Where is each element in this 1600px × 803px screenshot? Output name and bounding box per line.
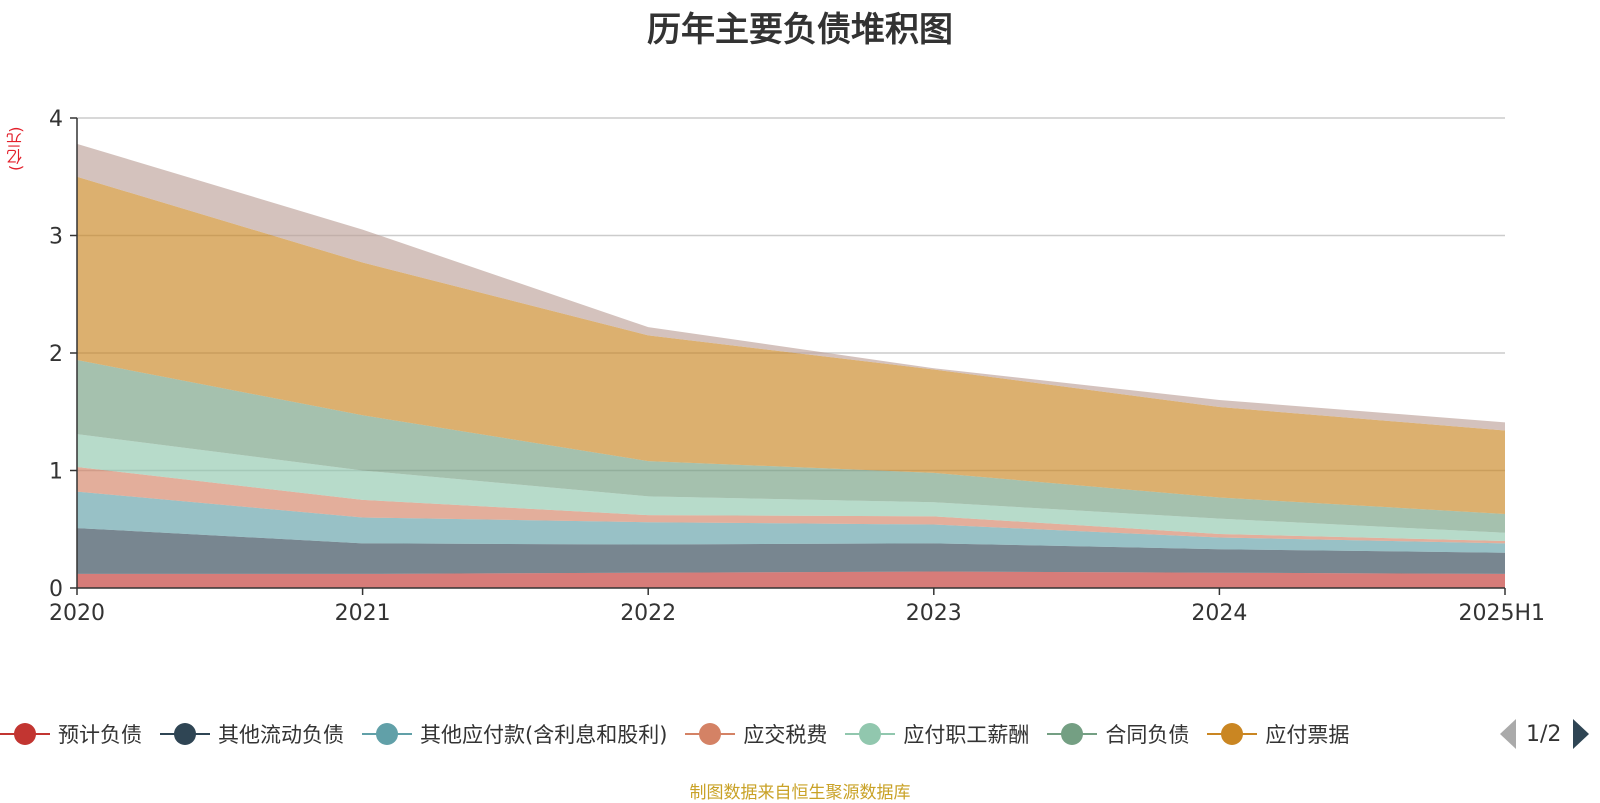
legend-label: 应交税费 bbox=[743, 723, 828, 747]
legend-pager: 1/2 bbox=[1500, 712, 1590, 756]
x-tick-label: 2022 bbox=[620, 601, 676, 626]
area-series-5[interactable] bbox=[77, 360, 1505, 533]
legend-item[interactable]: 应付票据 bbox=[1207, 712, 1349, 756]
legend-label: 其他应付款(含利息和股利) bbox=[420, 723, 668, 747]
legend-label: 预计负债 bbox=[58, 723, 142, 747]
legend-marker-icon bbox=[0, 722, 50, 746]
area-series-0[interactable] bbox=[77, 571, 1505, 588]
y-tick-label: 2 bbox=[49, 342, 63, 367]
legend-item[interactable]: 应付职工薪酬 bbox=[845, 712, 1029, 756]
legend-item[interactable]: 合同负债 bbox=[1047, 712, 1189, 756]
x-tick-label: 2020 bbox=[49, 601, 105, 626]
axes bbox=[70, 117, 1506, 595]
area-series-4[interactable] bbox=[77, 434, 1505, 541]
legend-marker-icon bbox=[1207, 722, 1258, 746]
legend-item[interactable]: 其他流动负债 bbox=[160, 712, 344, 756]
legend-label: 合同负债 bbox=[1105, 723, 1190, 747]
area-series-1[interactable] bbox=[77, 528, 1505, 574]
area-series-2[interactable] bbox=[77, 491, 1505, 553]
legend-label: 应付职工薪酬 bbox=[903, 723, 1030, 747]
area-series-3[interactable] bbox=[77, 466, 1505, 544]
x-tick-label: 2024 bbox=[1191, 601, 1247, 626]
chart-plot: 0 1 2 3 4 2020 2021 2022 2023 2024 2025H1 bbox=[49, 107, 1545, 626]
legend-prev-page-icon[interactable] bbox=[1500, 719, 1516, 749]
y-tick-label: 4 bbox=[49, 107, 63, 132]
source-note: 制图数据来自恒生聚源数据库 bbox=[689, 783, 911, 803]
x-tick-label: 2023 bbox=[906, 601, 962, 626]
legend-item[interactable]: 预计负债 bbox=[0, 712, 142, 756]
legend-marker-icon bbox=[1047, 722, 1098, 746]
legend-marker-icon bbox=[362, 722, 412, 746]
legend-marker-icon bbox=[845, 722, 896, 746]
legend-page-indicator: 1/2 bbox=[1526, 721, 1562, 747]
legend-label: 应付票据 bbox=[1265, 723, 1350, 747]
legend: 预计负债 其他流动负债 其他应付款(含利息和股利) 应交税费 应付职工薪酬 合同负债 应付票… bbox=[0, 712, 1600, 756]
legend-item[interactable]: 其他应付款(含利息和股利) bbox=[362, 712, 667, 756]
legend-marker-icon bbox=[685, 722, 736, 746]
legend-item[interactable]: 应交税费 bbox=[685, 712, 827, 756]
legend-next-page-icon[interactable] bbox=[1573, 719, 1590, 749]
legend-items: 预计负债 其他流动负债 其他应付款(含利息和股利) 应交税费 应付职工薪酬 合同负债 应付票… bbox=[0, 712, 1480, 756]
tick-labels: 0 1 2 3 4 2020 2021 2022 2023 2024 2025H1 bbox=[49, 107, 1545, 626]
x-tick-label: 2025H1 bbox=[1458, 601, 1545, 626]
y-tick-label: 3 bbox=[49, 225, 63, 250]
legend-label: 其他流动负债 bbox=[218, 723, 344, 747]
x-tick-label: 2021 bbox=[335, 601, 391, 626]
stacked-areas bbox=[77, 143, 1505, 588]
legend-marker-icon bbox=[160, 722, 210, 746]
y-tick-label: 1 bbox=[49, 460, 63, 485]
y-tick-label: 0 bbox=[49, 577, 63, 602]
chart-title: 历年主要负债堆积图 bbox=[647, 10, 953, 50]
area-series-6[interactable] bbox=[77, 176, 1505, 514]
